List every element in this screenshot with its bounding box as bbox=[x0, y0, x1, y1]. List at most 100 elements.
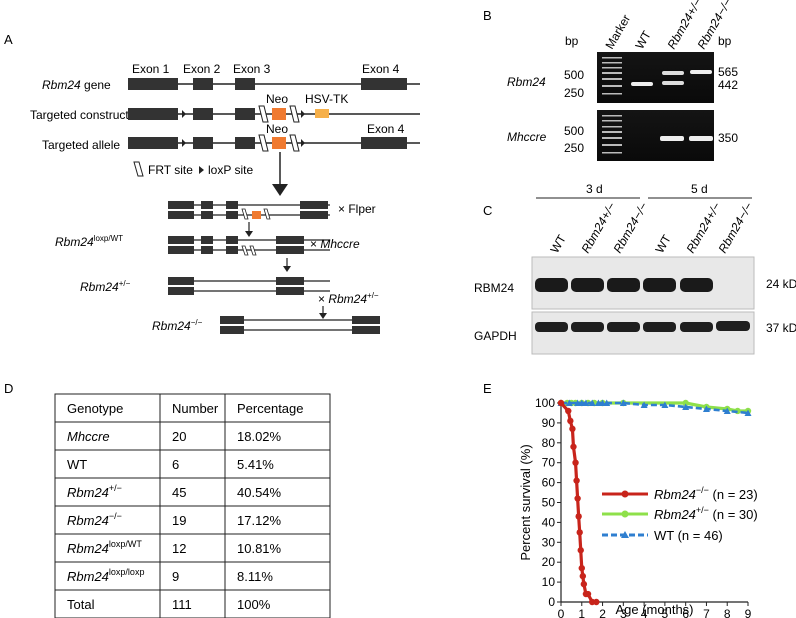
legend-label-1: Rbm24+/− (n = 30) bbox=[654, 505, 758, 522]
table-genotype-cell: Rbm24loxp/WT bbox=[67, 539, 142, 556]
x-tick-label: 9 bbox=[745, 607, 752, 618]
panel-e-letter: E bbox=[483, 381, 492, 396]
rbm24-gel bbox=[597, 52, 714, 103]
table-number-cell: 20 bbox=[172, 429, 186, 444]
arrow-3-head bbox=[283, 266, 291, 272]
mhccre-cross-label: × Mhccre bbox=[310, 237, 360, 251]
panel-a-letter: A bbox=[4, 32, 13, 47]
series-point-2 bbox=[582, 399, 590, 406]
series-point-2 bbox=[565, 399, 573, 406]
y-tick-label: 100 bbox=[535, 396, 555, 410]
flper-allele-pair bbox=[168, 201, 330, 220]
legend-marker-2 bbox=[621, 531, 629, 538]
series-point-0 bbox=[565, 407, 572, 415]
series-point-2 bbox=[682, 403, 690, 410]
series-point-0 bbox=[578, 564, 585, 572]
gel1-band-het-565 bbox=[662, 71, 684, 75]
het-label: Rbm24+/− bbox=[80, 279, 131, 294]
bp-right-label: bp bbox=[718, 34, 732, 48]
rbm24-blot-bands bbox=[535, 278, 713, 292]
table-genotype-cell: Total bbox=[67, 597, 95, 612]
table-header-cell: Percentage bbox=[237, 401, 304, 416]
bp-left-label: bp bbox=[565, 34, 579, 48]
allele-label: Targeted allele bbox=[42, 138, 120, 152]
y-tick-label: 0 bbox=[548, 595, 555, 609]
series-point-0 bbox=[593, 598, 600, 606]
construct-frt-2 bbox=[289, 105, 300, 123]
gel1-band-wt-442 bbox=[631, 82, 653, 86]
size-350-label: 350 bbox=[718, 131, 738, 145]
table-genotype-cell: Rbm24loxp/loxp bbox=[67, 567, 144, 584]
series-point-0 bbox=[574, 495, 581, 502]
series-point-2 bbox=[661, 401, 669, 408]
big-arrow-head bbox=[272, 184, 288, 196]
genotype-table: Genotype Number Percentage Mhccre 20 18.02% WT… bbox=[54, 393, 331, 618]
table-number-cell: 111 bbox=[172, 597, 192, 612]
flper-label: × Flper bbox=[338, 202, 376, 216]
gel1-marker-250: 250 bbox=[564, 86, 584, 100]
table-percentage-cell: 18.02% bbox=[237, 429, 282, 444]
kda-24-label: 24 kDa bbox=[766, 277, 796, 291]
gene-row-label: Rbm24 gene bbox=[42, 78, 111, 92]
gene-exon-3 bbox=[235, 78, 255, 90]
allele-loxp-2 bbox=[301, 139, 305, 147]
series-point-2 bbox=[744, 409, 752, 416]
construct-frt-1 bbox=[258, 105, 269, 123]
exon-3-label: Exon 3 bbox=[233, 62, 271, 76]
size-442-label: 442 bbox=[718, 78, 738, 92]
panel-d-letter: D bbox=[4, 381, 13, 396]
y-tick-label: 90 bbox=[542, 416, 556, 430]
gel2-marker-ladder bbox=[602, 115, 622, 154]
y-tick-label: 40 bbox=[542, 515, 556, 529]
gel1-band-het-442 bbox=[662, 81, 684, 85]
construct-exon-1 bbox=[128, 108, 178, 120]
series-point-0 bbox=[576, 529, 583, 536]
allele-neo-cassette bbox=[272, 137, 286, 149]
series-point-0 bbox=[584, 590, 592, 598]
series-point-2 bbox=[640, 401, 648, 408]
frt-site-icon bbox=[133, 161, 144, 177]
exon-4-label: Exon 4 bbox=[362, 62, 400, 76]
x-tick-label: 8 bbox=[724, 607, 731, 618]
series-point-0 bbox=[580, 580, 588, 588]
series-point-0 bbox=[570, 443, 577, 450]
y-tick-label: 50 bbox=[542, 496, 556, 510]
time-3d-label: 3 d bbox=[586, 182, 603, 196]
gel2-marker-500: 500 bbox=[564, 124, 584, 138]
table-number-cell: 9 bbox=[172, 569, 179, 584]
loxp-wt-allele-pair bbox=[168, 236, 330, 256]
loxp-site-icon bbox=[199, 166, 204, 174]
table-percentage-cell: 100% bbox=[237, 597, 271, 612]
gapdh-blot-label: GAPDH bbox=[474, 329, 517, 343]
table-genotype-cell: WT bbox=[67, 457, 87, 472]
series-point-0 bbox=[572, 459, 579, 466]
gel1-marker-500: 500 bbox=[564, 68, 584, 82]
table-percentage-cell: 8.11% bbox=[237, 569, 273, 584]
gapdh-blot-bands bbox=[535, 321, 750, 332]
x-axis-title: Age (months) bbox=[615, 602, 693, 617]
allele-neo-label: Neo bbox=[266, 122, 288, 136]
legend-label-0: Rbm24−/− (n = 23) bbox=[654, 485, 758, 502]
table-header-cell: Genotype bbox=[67, 401, 123, 416]
panel-b-letter: B bbox=[483, 8, 492, 23]
allele-frt-2 bbox=[289, 134, 300, 152]
x-tick-label: 2 bbox=[599, 607, 606, 618]
rbm24-gel-label: Rbm24 bbox=[507, 75, 546, 89]
construct-exon-3 bbox=[235, 108, 255, 120]
mhccre-gel-label: Mhccre bbox=[507, 130, 547, 144]
series-point-0 bbox=[557, 399, 565, 407]
x-tick-label: 5 bbox=[662, 607, 669, 618]
allele-exon-1 bbox=[128, 137, 178, 149]
x-tick-label: 4 bbox=[641, 607, 648, 618]
kda-37-label: 37 kDa bbox=[766, 321, 796, 335]
table-genotype-cell: Rbm24+/− bbox=[67, 483, 122, 500]
y-axis-title: Percent survival (%) bbox=[518, 444, 533, 560]
construct-loxp-1 bbox=[182, 110, 186, 118]
panel-d: D Genotype Number Percentage Mhccre 20 18.02%… bbox=[4, 381, 331, 618]
gel1-band-ko-565 bbox=[690, 70, 712, 74]
gel-lane-wt: WT bbox=[632, 28, 654, 52]
x-tick-label: 6 bbox=[682, 607, 689, 618]
series-point-0 bbox=[575, 513, 582, 520]
time-5d-label: 5 d bbox=[691, 182, 708, 196]
